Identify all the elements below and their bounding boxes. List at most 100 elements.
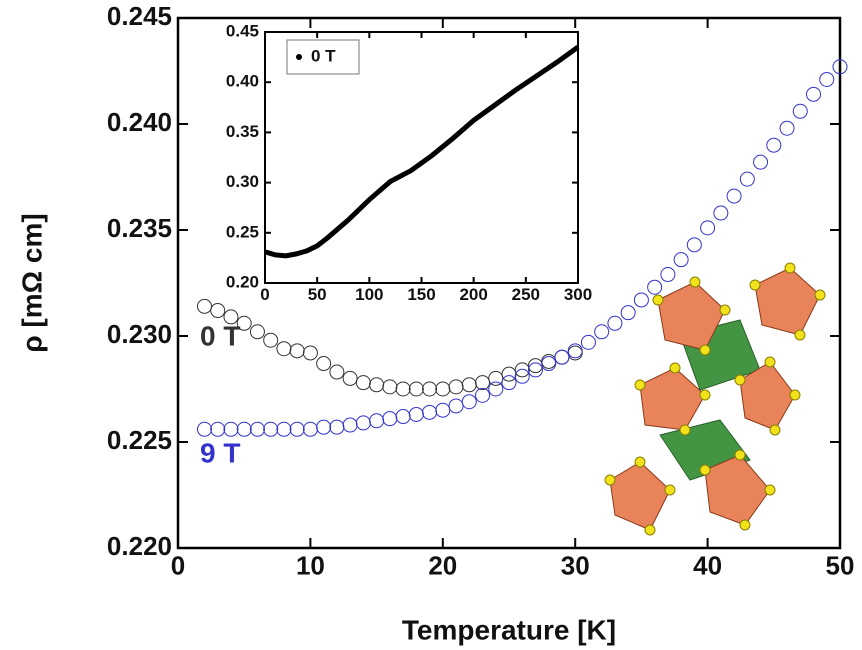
data-point <box>448 398 464 414</box>
data-point <box>527 358 543 374</box>
data-point <box>236 315 252 331</box>
data-point <box>739 171 755 187</box>
data-point <box>263 332 279 348</box>
x-axis-label: Temperature [K] <box>402 614 616 645</box>
x-tick-label: 50 <box>308 285 327 304</box>
y-tick-label: 0.25 <box>226 222 259 241</box>
data-point <box>806 86 822 102</box>
data-line <box>264 45 580 259</box>
data-point <box>475 387 491 403</box>
data-point <box>342 417 358 433</box>
x-tick-label: 50 <box>826 550 855 580</box>
data-point <box>501 375 517 391</box>
data-point <box>276 421 292 437</box>
x-tick-label: 250 <box>512 285 540 304</box>
data-point <box>302 345 318 361</box>
data-point <box>435 402 451 418</box>
data-point <box>461 377 477 393</box>
x-tick-label: 200 <box>459 285 487 304</box>
y-tick-label: 0.230 <box>107 319 172 349</box>
x-tick-label: 100 <box>355 285 383 304</box>
data-point <box>249 421 265 437</box>
crystal-structure <box>604 262 826 536</box>
data-point <box>355 375 371 391</box>
x-tick-label: 20 <box>428 550 457 580</box>
data-point <box>369 377 385 393</box>
y-tick-label: 0.245 <box>107 1 172 31</box>
data-point <box>686 237 702 253</box>
data-point <box>329 364 345 380</box>
data-point <box>342 370 358 386</box>
data-point <box>567 343 583 359</box>
y-tick-label: 0.225 <box>107 425 172 455</box>
data-point <box>369 413 385 429</box>
y-tick-label: 0.220 <box>107 531 172 561</box>
data-point <box>395 381 411 397</box>
y-tick-label: 0.35 <box>226 122 259 141</box>
y-axis-label: ρ [mΩ cm] <box>16 213 47 352</box>
data-point <box>196 298 212 314</box>
atoms <box>604 262 826 536</box>
x-tick-label: 0 <box>171 550 185 580</box>
data-point <box>501 366 517 382</box>
y-tick-label: 0.45 <box>226 21 259 40</box>
data-point <box>541 356 557 372</box>
data-point <box>249 324 265 340</box>
data-point <box>753 154 769 170</box>
data-point <box>316 419 332 435</box>
data-point <box>435 381 451 397</box>
data-point <box>196 421 212 437</box>
data-point <box>620 305 636 321</box>
plot-frame <box>176 16 842 550</box>
data-point <box>580 334 596 350</box>
data-point <box>382 411 398 427</box>
data-point <box>382 379 398 395</box>
x-tick-label: 10 <box>296 550 325 580</box>
y-tick-label: 0.40 <box>226 72 259 91</box>
x-tick-label: 300 <box>564 285 592 304</box>
data-point <box>210 421 226 437</box>
data-point <box>514 368 530 384</box>
data-point <box>289 421 305 437</box>
data-point <box>422 381 438 397</box>
data-point <box>726 188 742 204</box>
data-point <box>316 356 332 372</box>
data-point <box>236 421 252 437</box>
data-point <box>832 59 848 75</box>
data-point <box>819 71 835 87</box>
x-tick-label: 30 <box>561 550 590 580</box>
data-point <box>408 406 424 422</box>
data-point <box>276 341 292 357</box>
data-point <box>475 375 491 391</box>
x-tick-label: 150 <box>407 285 435 304</box>
data-point <box>302 421 318 437</box>
data-point <box>408 381 424 397</box>
y-tick-label: 0.235 <box>107 213 172 243</box>
y-tick-label: 0.30 <box>226 172 259 191</box>
data-point <box>607 315 623 331</box>
data-point <box>329 419 345 435</box>
data-point <box>448 379 464 395</box>
data-point <box>488 370 504 386</box>
data-point <box>355 415 371 431</box>
data-point <box>792 103 808 119</box>
x-tick-label: 40 <box>693 550 722 580</box>
data-point <box>527 362 543 378</box>
data-point <box>422 404 438 420</box>
data-point <box>700 220 716 236</box>
data-point <box>263 421 279 437</box>
data-point <box>289 343 305 359</box>
data-point <box>713 205 729 221</box>
legend-label: 0 T <box>311 46 336 65</box>
data-point <box>647 279 663 295</box>
x-tick-label: 0 <box>260 285 269 304</box>
data-point <box>210 303 226 319</box>
data-point <box>223 309 239 325</box>
legend-marker <box>296 54 302 60</box>
series-label: 0 T <box>200 321 240 352</box>
data-point <box>766 137 782 153</box>
data-point <box>395 409 411 425</box>
data-point <box>554 349 570 365</box>
y-tick-label: 0.20 <box>226 272 259 291</box>
series-label: 9 T <box>200 438 240 469</box>
